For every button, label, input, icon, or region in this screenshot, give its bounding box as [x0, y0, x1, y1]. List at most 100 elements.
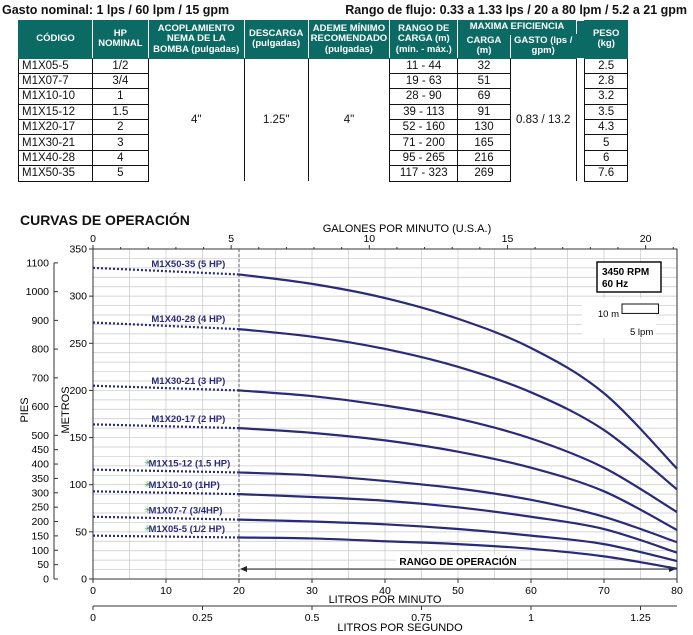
feet-tick-label: 350 — [31, 473, 49, 485]
cell-codigo: M1X30-21 — [17, 134, 94, 151]
feet-tick-label: 300 — [31, 487, 49, 499]
cell-acoplamiento: 4" — [147, 58, 245, 182]
feet-tick-label: 250 — [31, 502, 49, 514]
cell-peso: 3.2 — [584, 88, 628, 105]
curve-shutoff-segment — [92, 468, 240, 474]
curve-m1x07-7 — [238, 518, 678, 563]
cell-gasto: 0.83 / 13.2 — [509, 58, 577, 182]
series-label: M1X05-5 (1/2 HP) — [148, 524, 225, 535]
cell-descarga: 1.25" — [243, 58, 309, 182]
column-gap — [576, 58, 585, 182]
feet-tick-label: 600 — [31, 401, 49, 413]
cell-hp: 1/2 — [92, 58, 149, 74]
cell-carga: 130 — [457, 119, 511, 136]
feet-tick-label: 150 — [31, 530, 49, 542]
cell-carga: 69 — [457, 88, 511, 105]
col-codigo: CÓDIGO — [17, 20, 94, 59]
cell-hp: 2 — [92, 119, 149, 136]
gpm-tick-label: 15 — [502, 233, 514, 245]
y-axis-title: METROS — [60, 386, 72, 433]
lps-tick-label: 0.5 — [305, 612, 320, 624]
curve-shutoff-segment — [92, 266, 240, 276]
table-row: M1X50-35 5 117 - 323 269 7.6 — [17, 165, 628, 182]
x-tick-label: 50 — [452, 585, 464, 597]
y-tick-label: 100 — [69, 479, 87, 491]
cell-hp: 1 — [92, 88, 149, 105]
rpm-legend-box — [596, 261, 662, 293]
series-label: M1X07-7 (3/4HP) — [148, 506, 222, 517]
gpm-tick-label: 5 — [228, 233, 234, 245]
feet-tick-label: 450 — [31, 444, 49, 456]
feet-axis-title: PIES — [19, 397, 31, 422]
series-label: M1X10-10 (1HP) — [148, 480, 219, 491]
hz-label: 60 Hz — [602, 279, 628, 290]
x-tick-label: 70 — [598, 585, 610, 597]
curve-m1x15-12 — [238, 471, 678, 544]
feet-tick-label: 200 — [31, 516, 49, 528]
feet-tick-label: 50 — [37, 559, 49, 571]
cell-codigo: M1X20-17 — [17, 119, 94, 136]
lps-tick-label: 1.25 — [630, 612, 651, 624]
cell-codigo: M1X07-7 — [17, 73, 94, 90]
feet-tick-label: 1100 — [26, 257, 49, 269]
rpm-label: 3450 RPM — [602, 267, 649, 278]
feet-tick-label: 400 — [31, 459, 49, 471]
cell-rango: 117 - 323 — [389, 165, 459, 182]
curve-m1x05-5 — [238, 536, 678, 570]
cell-peso: 6 — [584, 150, 628, 167]
lps-axis-title: LITROS POR SEGUNDO — [337, 622, 463, 634]
operating-range-label: RANGO DE OPERACIÓN — [399, 555, 516, 568]
cell-hp: 1.5 — [92, 104, 149, 121]
curve-shutoff-segment — [92, 534, 240, 539]
scale-lpm-label: 5 lpm — [630, 327, 653, 338]
col-rango: RANGO DE CARGA (m) (mín. - máx.) — [389, 20, 459, 59]
operating-range-label-bg — [396, 555, 520, 567]
feet-tick-label: 800 — [31, 344, 49, 356]
cell-ademe: 4" — [307, 58, 391, 182]
cell-carga: 51 — [457, 73, 511, 90]
y-tick-label: 150 — [69, 432, 87, 444]
cell-hp: 5 — [92, 165, 149, 182]
table-row: M1X20-17 2 52 - 160 130 4.3 — [17, 119, 628, 136]
x-tick-label: 20 — [233, 585, 245, 597]
feet-tick-label: 700 — [31, 372, 49, 384]
cell-peso: 2.5 — [584, 58, 628, 74]
cell-carga: 269 — [457, 165, 511, 182]
table-row: M1X07-7 3/4 19 - 63 51 2.8 — [17, 73, 628, 90]
gpm-axis-title: GALONES POR MINUTO (U.S.A.) — [323, 223, 492, 235]
curve-m1x20-17 — [238, 427, 678, 531]
feet-tick-label: 900 — [31, 315, 49, 327]
x-tick-label: 60 — [525, 585, 537, 597]
star-marker-icon: ✳ — [144, 523, 152, 533]
y-tick-label: 350 — [69, 244, 87, 256]
cell-codigo: M1X40-28 — [17, 150, 94, 167]
cell-hp: 4 — [92, 150, 149, 167]
feet-tick-label: 1000 — [26, 286, 50, 298]
cell-rango: 11 - 44 — [389, 58, 459, 74]
table-row: M1X05-5 1/2 4" 1.25" 4" 11 - 44 32 0.83 / 13.2 2… — [17, 58, 628, 182]
col-descarga: DESCARGA (pulgadas) — [243, 20, 309, 59]
cell-carga: 32 — [457, 58, 511, 74]
scale-box — [621, 303, 659, 314]
curve-m1x50-35 — [238, 273, 678, 470]
cell-carga: 91 — [457, 104, 511, 121]
y-tick-label: 250 — [69, 338, 87, 350]
feet-tick-label: 500 — [31, 430, 49, 442]
feet-tick-label: 0 — [43, 574, 49, 586]
cell-hp: 3/4 — [92, 73, 149, 90]
col-peso: PESO (kg) — [584, 20, 628, 59]
gpm-tick-label: 10 — [363, 233, 375, 245]
lps-tick-label: 0.75 — [411, 612, 432, 624]
cell-peso: 2.8 — [584, 73, 628, 90]
cell-peso: 3.5 — [584, 104, 628, 121]
cell-peso: 4.3 — [584, 119, 628, 136]
series-label: M1X30-21 (3 HP) — [151, 376, 225, 387]
curve-shutoff-segment — [92, 423, 240, 430]
series-label: M1X20-17 (2 HP) — [151, 414, 225, 425]
col-carga: CARGA (m) — [457, 33, 511, 59]
gasto-nominal-header: Gasto nominal: 1 lps / 60 lpm / 15 gpm — [2, 3, 230, 17]
curve-shutoff-segment — [92, 321, 240, 331]
chart-title: CURVAS DE OPERACIÓN — [20, 212, 190, 228]
table-row: M1X30-21 3 71 - 200 165 5 — [17, 134, 628, 151]
